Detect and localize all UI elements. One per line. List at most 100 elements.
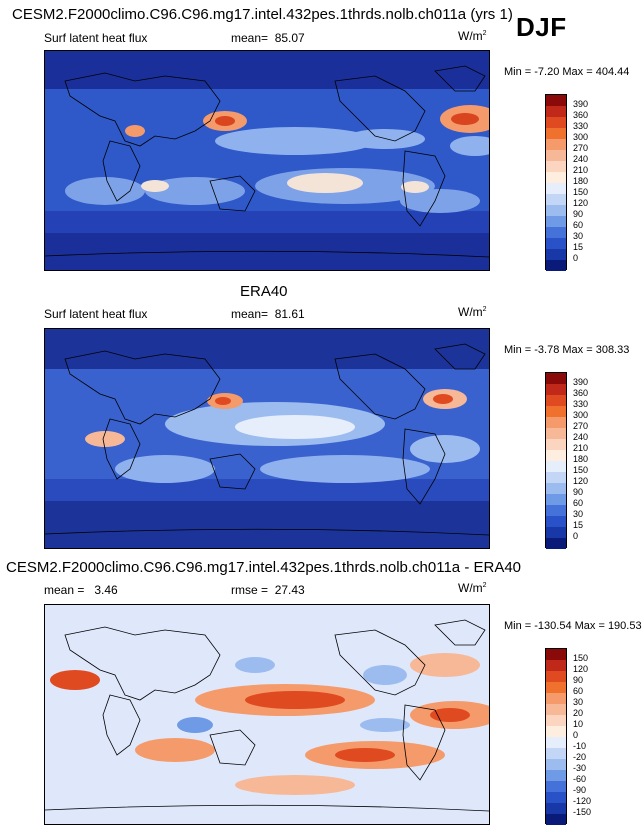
colorbar-cell: [546, 803, 566, 814]
panel3-rmse-value: 27.43: [274, 583, 305, 597]
panel3-minmax: Min = -130.54 Max = 190.53: [504, 620, 642, 632]
colorbar-tick-label: 10: [573, 719, 584, 729]
colorbar-tick-label: 15: [573, 520, 584, 530]
colorbar-tick-label: 120: [573, 664, 589, 674]
colorbar-tick-label: 120: [573, 476, 589, 486]
colorbar-tick-label: -10: [573, 741, 587, 751]
colorbar-tick-label: -120: [573, 796, 592, 806]
colorbar-tick-label: -150: [573, 807, 592, 817]
colorbar-cell: [546, 395, 566, 406]
colorbar-tick-label: 150: [573, 465, 589, 475]
colorbar-cell: [546, 693, 566, 704]
panel2-map: [44, 328, 490, 549]
panel3-colorbar-scale: [545, 648, 567, 825]
colorbar-cell: [546, 117, 566, 128]
colorbar-cell: [546, 505, 566, 516]
colorbar-cell: [546, 238, 566, 249]
colorbar-tick-label: 180: [573, 176, 589, 186]
colorbar-tick-label: 15: [573, 242, 584, 252]
panel2-mean: mean= 81.61: [231, 307, 305, 321]
panel2-mean-label: mean=: [231, 307, 269, 321]
colorbar-cell: [546, 814, 566, 825]
panel3-map: [44, 604, 490, 825]
colorbar-cell: [546, 150, 566, 161]
colorbar-cell: [546, 406, 566, 417]
panel1-title: CESM2.F2000climo.C96.C96.mg17.intel.432p…: [12, 6, 513, 23]
colorbar-cell: [546, 516, 566, 527]
panel2-units: W/m2: [458, 305, 487, 319]
panel1-minmax: Min = -7.20 Max = 404.44: [504, 66, 630, 78]
panel2-mean-value: 81.61: [274, 307, 305, 321]
panel1-map: [44, 50, 490, 271]
panel2-title: ERA40: [240, 283, 288, 300]
panel3-rmse-label: rmse =: [231, 583, 269, 597]
colorbar-cell: [546, 260, 566, 271]
colorbar-cell: [546, 715, 566, 726]
colorbar-cell: [546, 527, 566, 538]
colorbar-tick-label: 90: [573, 675, 584, 685]
panel2-minmax: Min = -3.78 Max = 308.33: [504, 344, 630, 356]
colorbar-tick-label: 360: [573, 388, 589, 398]
season-label: DJF: [516, 12, 567, 42]
panel3-units: W/m2: [458, 581, 487, 595]
colorbar-cell: [546, 172, 566, 183]
colorbar-tick-label: 270: [573, 421, 589, 431]
colorbar-tick-label: 390: [573, 377, 589, 387]
colorbar-tick-label: 90: [573, 209, 584, 219]
colorbar-tick-label: 360: [573, 110, 589, 120]
colorbar-cell: [546, 439, 566, 450]
colorbar-tick-label: 90: [573, 487, 584, 497]
colorbar-cell: [546, 748, 566, 759]
colorbar-cell: [546, 161, 566, 172]
panel1-mean-label: mean=: [231, 31, 269, 45]
colorbar-tick-label: 270: [573, 143, 589, 153]
colorbar-cell: [546, 106, 566, 117]
colorbar-cell: [546, 417, 566, 428]
colorbar-cell: [546, 227, 566, 238]
colorbar-tick-label: 60: [573, 220, 584, 230]
colorbar-tick-label: 0: [573, 730, 579, 740]
panel1-colorbar-scale: [545, 94, 567, 271]
colorbar-tick-label: 30: [573, 509, 584, 519]
colorbar-tick-label: 210: [573, 443, 589, 453]
colorbar-cell: [546, 704, 566, 715]
colorbar-tick-label: 300: [573, 410, 589, 420]
colorbar-tick-label: 240: [573, 154, 589, 164]
colorbar-tick-label: 240: [573, 432, 589, 442]
panel1-variable-label: Surf latent heat flux: [44, 31, 148, 45]
colorbar-cell: [546, 472, 566, 483]
colorbar-cell: [546, 205, 566, 216]
panel3-mean: mean = 3.46: [44, 583, 118, 597]
colorbar-cell: [546, 494, 566, 505]
colorbar-cell: [546, 428, 566, 439]
colorbar-tick-label: 330: [573, 399, 589, 409]
colorbar-cell: [546, 759, 566, 770]
colorbar-tick-label: 0: [573, 253, 579, 263]
colorbar-tick-label: 20: [573, 708, 584, 718]
colorbar-cell: [546, 128, 566, 139]
colorbar-tick-label: 60: [573, 686, 584, 696]
colorbar-cell: [546, 483, 566, 494]
panel3-title: CESM2.F2000climo.C96.C96.mg17.intel.432p…: [6, 559, 522, 576]
colorbar-tick-label: 30: [573, 231, 584, 241]
panel3-mean-label: mean =: [44, 583, 85, 597]
colorbar-tick-label: 300: [573, 132, 589, 142]
colorbar-tick-label: -20: [573, 752, 587, 762]
colorbar-cell: [546, 671, 566, 682]
colorbar-cell: [546, 249, 566, 260]
colorbar-cell: [546, 781, 566, 792]
colorbar-cell: [546, 139, 566, 150]
panel1-mean-value: 85.07: [274, 31, 305, 45]
colorbar-tick-label: -30: [573, 763, 587, 773]
colorbar-cell: [546, 461, 566, 472]
colorbar-cell: [546, 95, 566, 106]
colorbar-cell: [546, 538, 566, 549]
colorbar-tick-label: 330: [573, 121, 589, 131]
colorbar-cell: [546, 373, 566, 384]
colorbar-tick-label: 210: [573, 165, 589, 175]
colorbar-cell: [546, 770, 566, 781]
colorbar-tick-label: 0: [573, 531, 579, 541]
colorbar-tick-label: 390: [573, 99, 589, 109]
colorbar-cell: [546, 726, 566, 737]
panel3-mean-value: 3.46: [94, 583, 118, 597]
